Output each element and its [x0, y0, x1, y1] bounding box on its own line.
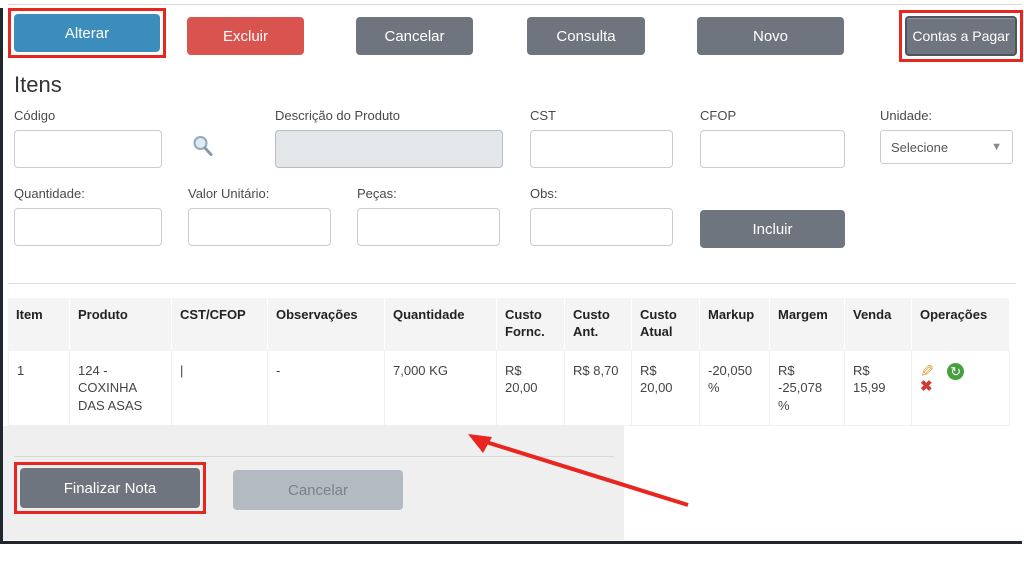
contas-a-pagar-button[interactable]: Contas a Pagar	[905, 16, 1017, 56]
cell-item: 1	[8, 349, 70, 427]
table-row: 1 124 - COXINHA DAS ASAS | - 7,000 KG R$…	[8, 349, 1010, 427]
page-title: Itens	[14, 72, 62, 97]
cell-custo-fornc: R$ 20,00	[497, 349, 565, 427]
cell-cst-cfop: |	[172, 349, 268, 427]
col-header-custo-fornc: Custo Fornc.	[497, 298, 565, 350]
cell-margem: R$ -25,078 %	[770, 349, 845, 427]
obs-input[interactable]	[530, 208, 673, 246]
cfop-input[interactable]	[700, 130, 845, 168]
cancelar-nota-button[interactable]: Cancelar	[233, 470, 403, 510]
cst-label: CST	[530, 108, 556, 123]
codigo-label: Código	[14, 108, 56, 123]
quantidade-label: Quantidade:	[14, 186, 85, 201]
cst-input[interactable]	[530, 130, 673, 168]
cell-markup: -20,050 %	[700, 349, 770, 427]
unidade-selected-value: Selecione	[891, 139, 949, 155]
col-header-custo-atual: Custo Atual	[632, 298, 700, 350]
pecas-input[interactable]	[357, 208, 500, 246]
cell-produto: 124 - COXINHA DAS ASAS	[70, 349, 172, 427]
cell-custo-ant: R$ 8,70	[565, 349, 632, 427]
edit-icon[interactable]: ✎	[920, 361, 935, 381]
descricao-produto-input	[275, 130, 503, 168]
consulta-button[interactable]: Consulta	[527, 17, 645, 55]
cell-custo-atual: R$ 20,00	[632, 349, 700, 427]
delete-icon[interactable]: ✖	[920, 377, 933, 395]
items-table: Item Produto CST/CFOP Observações Quanti…	[8, 298, 1010, 427]
col-header-venda: Venda	[845, 298, 912, 350]
excluir-button[interactable]: Excluir	[187, 17, 304, 55]
window-bottom-border	[0, 541, 1022, 544]
col-header-produto: Produto	[70, 298, 172, 350]
col-header-quantidade: Quantidade	[385, 298, 497, 350]
descricao-produto-label: Descrição do Produto	[275, 108, 401, 123]
col-header-markup: Markup	[700, 298, 770, 350]
valor-unitario-input[interactable]	[188, 208, 331, 246]
annotation-box-alterar: Alterar	[8, 8, 166, 58]
items-table-header: Item Produto CST/CFOP Observações Quanti…	[8, 298, 1010, 350]
col-header-margem: Margem	[770, 298, 845, 350]
annotation-box-contas-a-pagar: Contas a Pagar	[899, 10, 1023, 62]
alterar-button[interactable]: Alterar	[14, 14, 160, 52]
col-header-item: Item	[8, 298, 70, 350]
cell-venda: R$ 15,99	[845, 349, 912, 427]
cancelar-button[interactable]: Cancelar	[356, 17, 473, 55]
col-header-operacoes: Operações	[912, 298, 1010, 350]
chevron-down-icon: ▼	[991, 141, 1002, 153]
codigo-input[interactable]	[14, 130, 162, 168]
cell-quantidade: 7,000 KG	[385, 349, 497, 427]
cfop-label: CFOP	[700, 108, 737, 123]
cell-observacoes: -	[268, 349, 385, 427]
window-left-border	[0, 8, 3, 544]
pecas-label: Peças:	[357, 186, 397, 201]
valor-unitario-label: Valor Unitário:	[188, 186, 270, 201]
obs-label: Obs:	[530, 186, 558, 201]
cell-operacoes: ✎ ✖ ↻	[912, 349, 1010, 427]
incluir-button[interactable]: Incluir	[700, 210, 845, 248]
quantidade-input[interactable]	[14, 208, 162, 246]
finalizar-nota-button[interactable]: Finalizar Nota	[20, 468, 200, 508]
unidade-label: Unidade:	[880, 108, 933, 123]
col-header-custo-ant: Custo Ant.	[565, 298, 632, 350]
top-divider	[8, 4, 1022, 5]
novo-button[interactable]: Novo	[697, 17, 844, 55]
footer-divider	[14, 456, 614, 457]
unidade-select[interactable]: Selecione ▼	[880, 130, 1013, 164]
search-icon[interactable]	[190, 133, 216, 159]
form-table-divider	[8, 283, 1016, 284]
refresh-icon[interactable]: ↻	[947, 362, 965, 380]
col-header-observacoes: Observações	[268, 298, 385, 350]
col-header-cst-cfop: CST/CFOP	[172, 298, 268, 350]
annotation-box-finalizar-nota: Finalizar Nota	[14, 462, 206, 514]
